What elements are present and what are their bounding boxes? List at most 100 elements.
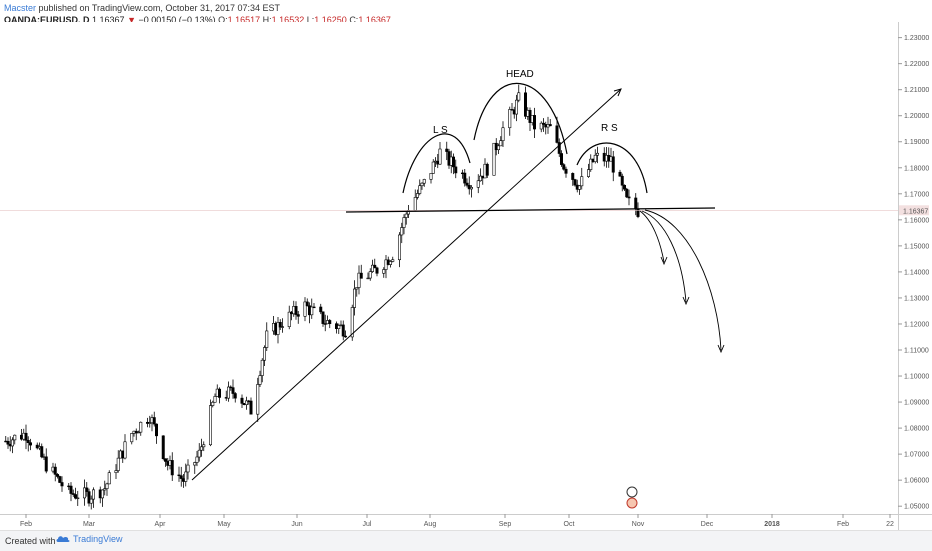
candle[interactable] (55, 473, 59, 479)
candle[interactable] (478, 168, 482, 182)
candle[interactable] (69, 482, 73, 502)
candle[interactable] (85, 482, 89, 497)
tradingview-logo[interactable]: TradingView (56, 534, 123, 544)
candle[interactable] (492, 142, 496, 176)
projection-arrow-2[interactable] (641, 210, 687, 303)
candle[interactable] (337, 323, 341, 335)
candle[interactable] (227, 381, 231, 402)
candle[interactable] (463, 168, 467, 187)
candle[interactable] (499, 136, 503, 147)
candle[interactable] (508, 106, 512, 136)
candle[interactable] (580, 167, 584, 190)
candle[interactable] (589, 154, 593, 172)
candle[interactable] (465, 178, 469, 188)
candle[interactable] (595, 146, 599, 164)
candle[interactable] (83, 479, 87, 506)
head-arc[interactable] (473, 83, 568, 155)
candle[interactable] (562, 163, 566, 171)
candle[interactable] (101, 489, 105, 507)
candle[interactable] (627, 189, 631, 206)
candle[interactable] (618, 169, 622, 177)
candle[interactable] (355, 287, 359, 297)
candle[interactable] (213, 393, 217, 403)
candle[interactable] (328, 319, 332, 329)
candle[interactable] (382, 267, 386, 278)
candle[interactable] (429, 173, 433, 184)
candle[interactable] (400, 222, 404, 244)
candle[interactable] (501, 121, 505, 147)
candle[interactable] (231, 379, 235, 399)
candle[interactable] (265, 322, 269, 352)
candle[interactable] (375, 266, 379, 277)
candle[interactable] (40, 443, 44, 459)
event-markers[interactable] (626, 486, 638, 509)
candle[interactable] (564, 166, 568, 178)
candle[interactable] (397, 232, 401, 268)
candle[interactable] (451, 153, 455, 175)
candle[interactable] (245, 396, 249, 410)
candle[interactable] (366, 272, 370, 280)
candle[interactable] (485, 162, 489, 178)
candle[interactable] (170, 452, 174, 481)
candle[interactable] (114, 464, 118, 480)
candle[interactable] (420, 182, 424, 190)
neckline[interactable] (345, 207, 716, 213)
candle[interactable] (195, 451, 199, 467)
candle[interactable] (60, 476, 64, 492)
candle[interactable] (303, 297, 307, 322)
candle[interactable] (577, 185, 581, 195)
candle[interactable] (262, 345, 266, 366)
candle[interactable] (249, 397, 253, 415)
candle[interactable] (200, 438, 204, 457)
candle[interactable] (260, 358, 264, 383)
candle[interactable] (357, 265, 361, 295)
candle[interactable] (312, 302, 316, 309)
candle[interactable] (130, 432, 134, 445)
candle[interactable] (352, 280, 356, 316)
candle[interactable] (197, 443, 201, 462)
candle[interactable] (548, 119, 552, 127)
candle[interactable] (278, 319, 282, 331)
time-axis[interactable]: Feb Mar Apr May Jun Jul Aug Sep Oct Nov Dec 2018 Feb… (20, 514, 894, 528)
candle[interactable] (359, 264, 363, 279)
candle[interactable] (415, 189, 419, 200)
candle[interactable] (193, 461, 197, 474)
candle[interactable] (422, 178, 426, 187)
candle[interactable] (593, 149, 597, 164)
candle[interactable] (431, 159, 435, 174)
candle[interactable] (305, 298, 309, 307)
candle[interactable] (202, 441, 206, 452)
candle[interactable] (280, 318, 284, 333)
event-marker-icon[interactable] (626, 486, 638, 498)
candle[interactable] (368, 268, 372, 281)
candle[interactable] (343, 330, 347, 338)
uptrend-line[interactable] (191, 88, 622, 481)
candle[interactable] (179, 466, 183, 487)
candle[interactable] (573, 178, 577, 187)
candle[interactable] (622, 184, 626, 192)
candle[interactable] (11, 437, 15, 454)
candle[interactable] (469, 185, 473, 198)
right-shoulder-arc[interactable] (576, 142, 648, 194)
candle[interactable] (539, 121, 543, 133)
candle[interactable] (148, 415, 152, 428)
candle[interactable] (240, 394, 244, 409)
candle[interactable] (321, 311, 325, 327)
candle[interactable] (571, 172, 575, 186)
candle[interactable] (218, 387, 222, 404)
projection-arrow-3[interactable] (644, 209, 722, 351)
candle[interactable] (233, 392, 237, 403)
candle[interactable] (13, 434, 17, 445)
price-chart[interactable]: 1.23000 1.22000 1.21000 1.20000 1.19000 1.180… (0, 0, 932, 530)
candle[interactable] (105, 482, 109, 496)
candle[interactable] (53, 463, 57, 482)
candle[interactable] (341, 320, 345, 341)
candle[interactable] (155, 423, 159, 444)
candle[interactable] (58, 475, 62, 483)
candle[interactable] (514, 94, 518, 122)
candle[interactable] (445, 141, 449, 161)
candle[interactable] (186, 459, 190, 480)
candle[interactable] (177, 466, 181, 482)
candle[interactable] (404, 211, 408, 225)
left-shoulder-arc[interactable] (402, 133, 471, 194)
